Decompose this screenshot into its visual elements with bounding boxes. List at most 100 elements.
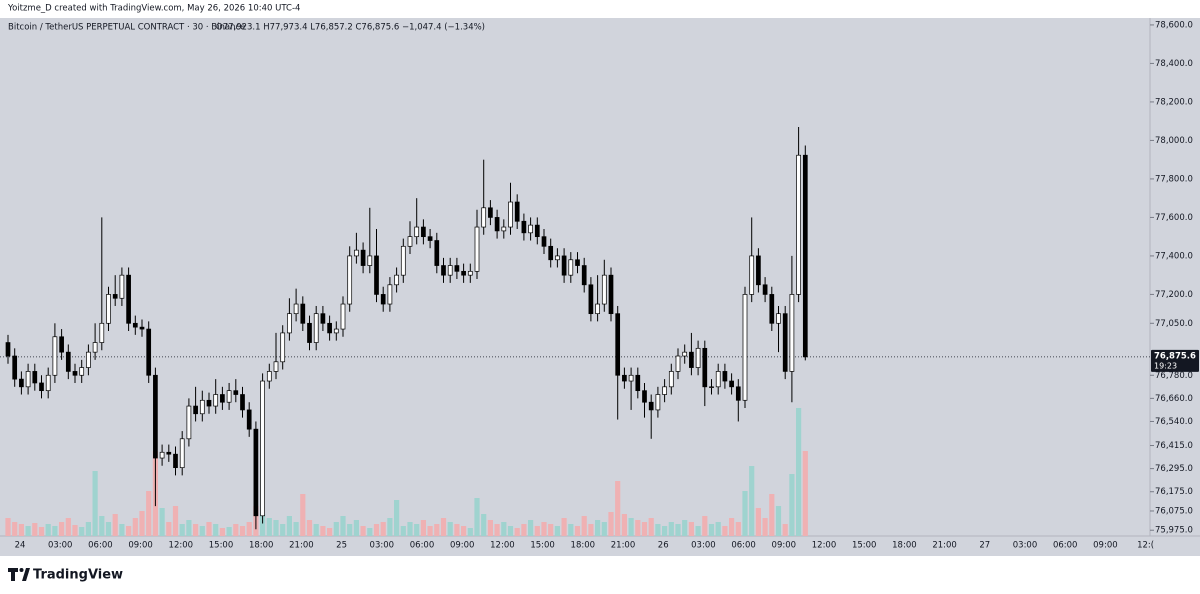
volume-bar: [59, 522, 65, 536]
candle-body: [5, 342, 11, 357]
volume-bar: [146, 491, 152, 536]
candle-body: [360, 249, 366, 266]
volume-bar: [568, 524, 574, 536]
volume-bar: [193, 524, 199, 536]
y-tick-label: 76,075.0: [1155, 506, 1193, 516]
volume-bar: [481, 514, 487, 536]
volume-bar: [796, 408, 802, 536]
candle-body: [528, 224, 533, 234]
volume-bar: [561, 518, 567, 536]
candle-body: [575, 259, 580, 266]
volume-bar: [45, 524, 51, 536]
volume-bar: [5, 518, 11, 536]
y-tick-label: 76,540.0: [1155, 417, 1193, 427]
candle-body: [240, 394, 245, 411]
volume-bar: [641, 522, 648, 536]
volume-bar: [534, 526, 540, 536]
x-tick-label: 25: [336, 541, 347, 551]
x-tick-label: 03:00: [691, 541, 716, 551]
candle-body: [689, 351, 694, 368]
volume-bar: [18, 524, 24, 536]
volume-bar: [514, 528, 520, 536]
volume-bar: [708, 524, 715, 536]
x-tick-label: 06:00: [410, 541, 435, 551]
volume-bar: [105, 522, 112, 536]
candle-body: [756, 255, 761, 286]
candle-body: [722, 371, 728, 382]
y-tick-label: 76,780.0: [1155, 371, 1193, 381]
x-tick-label: 12:00: [169, 541, 194, 551]
candle-body: [106, 294, 111, 324]
volume-bar: [52, 526, 58, 536]
candle-body: [99, 322, 105, 343]
volume-bar: [139, 511, 145, 536]
y-tick-label: 77,800.0: [1155, 174, 1193, 184]
volume-bar: [729, 518, 735, 536]
candle-body: [461, 270, 466, 276]
candle-body: [628, 374, 634, 382]
candle-body: [273, 361, 279, 372]
candle-body: [427, 236, 433, 241]
volume-bar: [333, 522, 339, 536]
candle-body: [622, 374, 627, 382]
candle-body: [434, 240, 440, 266]
volume-bar: [608, 512, 614, 536]
volume-bar: [112, 514, 118, 536]
candle-body: [668, 371, 674, 388]
volume-bar: [172, 506, 179, 536]
candle-body: [86, 351, 91, 368]
volume-bar: [300, 494, 306, 536]
volume-bar: [400, 526, 406, 536]
volume-bar: [186, 520, 192, 536]
volume-bar: [353, 520, 359, 536]
candle-body: [735, 386, 741, 401]
x-tick-label: 21:00: [932, 541, 957, 551]
volume-bar: [521, 524, 527, 536]
volume-bar: [668, 522, 674, 536]
candle-body: [615, 313, 621, 376]
volume-bar: [327, 528, 333, 536]
candle-body: [481, 207, 487, 228]
volume-bar: [373, 524, 380, 536]
volume-bar: [434, 524, 440, 536]
volume-bar: [715, 522, 721, 536]
volume-bar: [474, 498, 480, 536]
volume-bar: [548, 524, 554, 536]
candle-body: [414, 226, 420, 238]
volume-bar: [12, 522, 18, 536]
candle-body: [12, 355, 18, 380]
volume-bar: [601, 522, 607, 536]
volume-bar: [159, 508, 165, 536]
candle-body: [340, 303, 346, 330]
volume-bar: [306, 520, 313, 536]
candle-body: [300, 303, 306, 324]
volume-bar: [440, 518, 447, 536]
candle-body: [789, 294, 795, 372]
candle-body: [233, 390, 239, 395]
candle-body: [501, 226, 507, 232]
volume-bar: [85, 522, 91, 536]
volume-bar: [755, 508, 761, 536]
candle-body: [769, 294, 775, 324]
x-tick-label: 18:00: [249, 541, 274, 551]
candle-body: [367, 255, 373, 266]
volume-bar: [695, 526, 701, 536]
x-tick-label: 21:00: [289, 541, 314, 551]
volume-bar: [25, 526, 31, 536]
volume-bar: [574, 526, 581, 536]
candle-body: [25, 371, 31, 388]
volume-bar: [615, 481, 621, 536]
volume-bar: [273, 520, 279, 536]
candle-body: [112, 294, 118, 299]
volume-bar: [775, 506, 782, 536]
candle-body: [655, 394, 661, 411]
candle-body: [19, 378, 24, 388]
volume-bar: [414, 524, 420, 536]
candle-body: [119, 274, 125, 299]
volume-bar: [206, 522, 212, 536]
volume-bar: [320, 526, 326, 536]
volume-bar: [286, 516, 292, 536]
volume-bar: [387, 518, 393, 536]
candle-body: [541, 236, 547, 247]
volume-bar: [199, 526, 205, 536]
